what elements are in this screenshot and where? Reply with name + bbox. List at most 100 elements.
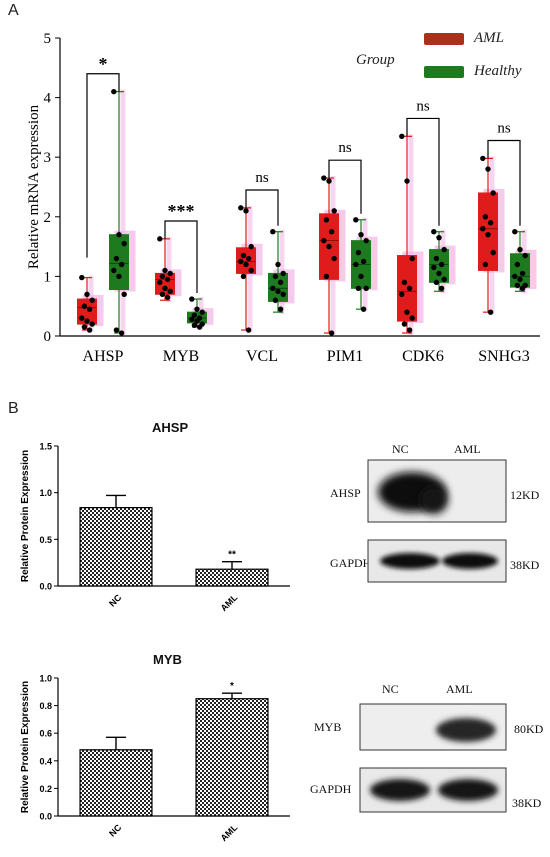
data-point [522, 252, 528, 259]
data-point [323, 273, 330, 280]
data-point [238, 205, 244, 211]
data-point [519, 285, 526, 292]
y-tick-label: 1 [44, 269, 52, 285]
data-point [113, 327, 120, 333]
x-tick-label: CDK6 [402, 348, 444, 365]
significance-bracket [406, 117, 440, 226]
blot2-lane-nc: NC [382, 682, 399, 696]
significance-label: ns [255, 170, 269, 186]
data-point [328, 229, 335, 235]
data-point [490, 249, 496, 256]
legend-label-aml: AML [474, 30, 504, 46]
blot2-band-gapdh-aml [438, 779, 498, 801]
data-point [331, 255, 337, 262]
legend-title: Group [356, 52, 395, 68]
data-point [167, 288, 173, 294]
data-point [512, 229, 518, 235]
significance-bracket [487, 139, 521, 226]
blot1-protein-ahsp: AHSP [330, 486, 361, 500]
data-point [277, 279, 284, 286]
box-healthy [510, 253, 530, 288]
data-point [321, 237, 327, 244]
blot1-band-gapdh-aml [442, 553, 498, 569]
data-point [512, 273, 518, 280]
myb-y-tick-label: 0.8 [39, 701, 52, 711]
x-tick-label: MYB [163, 348, 199, 365]
data-point [272, 297, 279, 303]
data-point [480, 226, 486, 232]
data-point [245, 327, 252, 333]
data-point [404, 178, 410, 184]
data-point [360, 258, 367, 265]
data-point [81, 324, 88, 330]
myb-bar-nc [79, 749, 153, 817]
data-point [485, 231, 491, 238]
data-point [84, 318, 90, 324]
data-point [519, 270, 526, 277]
data-point [111, 267, 117, 274]
y-tick-label: 4 [44, 91, 52, 107]
data-point [89, 297, 95, 303]
data-point [159, 273, 166, 280]
y-axis-title: Relative mRNA expression [26, 104, 42, 269]
data-point [121, 240, 127, 247]
data-point [79, 315, 85, 321]
ahsp-y-tick-label: 0.5 [39, 535, 52, 545]
blot2-protein-myb: MYB [314, 720, 342, 734]
blot2-band-gapdh-nc [370, 779, 430, 801]
data-point [487, 309, 494, 315]
significance-label: ns [497, 121, 511, 137]
blot1-band-ahsp-nc-tail [420, 486, 448, 514]
x-tick-label: AHSP [83, 348, 124, 365]
ahsp-y-tick-label: 0.0 [39, 582, 52, 592]
box-aml [478, 192, 498, 271]
ahsp-bar-aml [195, 568, 269, 587]
data-point [118, 330, 125, 336]
data-point [280, 291, 286, 297]
x-tick-label: VCL [246, 348, 278, 365]
blot1-band-gapdh-nc [380, 553, 440, 569]
data-point [438, 261, 445, 268]
data-point [326, 243, 332, 250]
significance-bracket [245, 189, 279, 226]
data-point [331, 208, 337, 214]
data-point [199, 309, 205, 315]
ahsp-bar-nc [79, 506, 153, 587]
data-point [116, 231, 122, 238]
data-point [86, 327, 93, 333]
data-point [433, 279, 440, 286]
significance-bracket [86, 73, 120, 258]
data-point [270, 229, 276, 235]
y-tick-label: 3 [44, 150, 52, 166]
data-point [436, 234, 442, 241]
data-point [245, 255, 252, 262]
data-point [409, 255, 415, 262]
data-point [438, 285, 445, 292]
data-point [270, 285, 276, 292]
data-point [191, 322, 198, 328]
data-point [275, 261, 281, 268]
data-point [406, 285, 413, 292]
myb-y-tick-label: 0.2 [39, 784, 52, 794]
data-point [272, 273, 279, 280]
blot1-protein-gapdh: GAPDH [330, 556, 372, 570]
data-point [431, 229, 437, 235]
data-point [280, 270, 286, 277]
myb-western-blot: NC AML MYB 80KD GAPDH 38KD [310, 670, 550, 840]
data-point [164, 276, 171, 283]
data-point [79, 274, 85, 281]
y-tick-label: 5 [44, 31, 52, 47]
data-point [433, 255, 440, 262]
data-point [485, 166, 491, 172]
data-point [248, 267, 254, 274]
data-point [399, 291, 405, 297]
blot1-lane-nc: NC [392, 442, 409, 456]
data-point [162, 285, 168, 292]
data-point [167, 270, 173, 277]
myb-x-tick-label: AML [219, 822, 240, 843]
data-point [84, 291, 90, 297]
myb-x-tick-label: NC [107, 822, 124, 839]
ahsp-y-tick-label: 1.5 [39, 442, 52, 452]
data-point [517, 246, 523, 253]
